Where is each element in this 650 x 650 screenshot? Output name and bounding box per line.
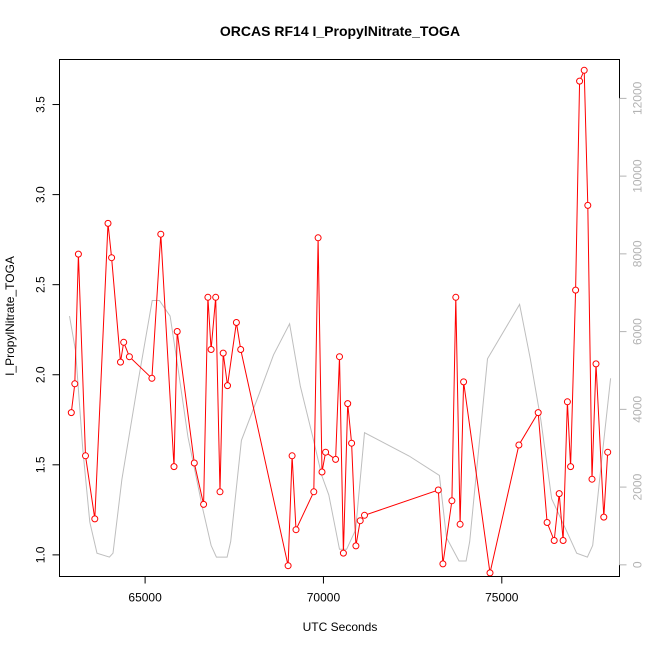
y-tick-label: 1.0	[34, 546, 48, 563]
y2-tick-label: 12000	[631, 81, 645, 115]
data-point	[237, 346, 245, 353]
data-point	[204, 293, 212, 301]
x-tick-label: 75000	[485, 591, 519, 605]
data-point	[332, 455, 340, 463]
y-axis-label: I_PropylNitrate_TOGA	[3, 256, 17, 376]
data-point	[448, 497, 456, 505]
data-point	[67, 409, 75, 417]
y-tick-label: 1.5	[34, 456, 48, 473]
data-point	[352, 542, 360, 550]
data-point	[173, 328, 181, 335]
data-point	[534, 409, 542, 417]
y-axis-right: 0 2000 4000 6000 8000 10000 12000	[619, 81, 645, 568]
data-point	[74, 250, 82, 258]
x-tick-label: 70000	[307, 591, 341, 605]
data-point	[559, 537, 567, 544]
data-point	[563, 398, 571, 406]
data-point	[584, 201, 592, 209]
primary-series-group	[67, 66, 612, 577]
data-point	[460, 378, 468, 386]
data-point	[543, 519, 551, 526]
data-point	[117, 358, 124, 366]
x-axis: 65000 70000 75000	[128, 576, 519, 605]
data-point	[91, 515, 99, 523]
data-point	[592, 360, 600, 368]
data-point	[318, 468, 326, 476]
data-point	[344, 400, 352, 408]
secondary-series-line	[69, 300, 612, 562]
data-point	[434, 486, 442, 494]
data-point	[310, 488, 318, 496]
data-point	[439, 560, 447, 568]
y2-tick-label: 10000	[631, 159, 645, 193]
y2-tick-label: 4000	[631, 396, 645, 423]
data-point	[190, 459, 198, 467]
chart-title: ORCAS RF14 I_PropylNitrate_TOGA	[220, 23, 460, 39]
y2-tick-label: 6000	[631, 318, 645, 345]
data-point	[284, 562, 292, 570]
data-point	[515, 441, 523, 449]
data-point	[555, 490, 563, 498]
data-point	[486, 569, 494, 577]
data-point	[348, 439, 356, 447]
data-point	[120, 338, 128, 346]
y-tick-label: 2.5	[34, 276, 48, 293]
data-point	[456, 520, 464, 528]
data-point	[108, 254, 116, 262]
y-tick-label: 3.5	[34, 96, 48, 113]
data-point	[339, 549, 347, 557]
data-point	[207, 346, 215, 353]
data-point	[219, 349, 227, 357]
data-point	[104, 219, 112, 227]
data-point	[157, 230, 165, 238]
data-point	[224, 382, 231, 390]
data-point	[588, 475, 596, 483]
y2-tick-label: 8000	[631, 240, 645, 267]
y2-tick-label: 2000	[631, 473, 645, 500]
primary-series-line	[70, 70, 609, 574]
data-point	[452, 293, 460, 301]
data-point	[580, 66, 588, 74]
data-point	[148, 374, 156, 382]
y-tick-label: 2.0	[34, 366, 48, 383]
y-axis-left: 1.0 1.5 2.0 2.5 3.0 3.5	[34, 96, 60, 563]
data-point	[604, 448, 612, 456]
data-point	[71, 380, 79, 388]
data-point	[550, 537, 558, 544]
data-point	[125, 353, 133, 361]
data-point	[576, 77, 584, 85]
data-point	[200, 500, 208, 508]
data-point	[356, 517, 364, 525]
data-point	[600, 513, 608, 521]
data-point	[336, 353, 343, 361]
data-point	[314, 234, 322, 242]
data-point	[322, 448, 330, 456]
data-point	[232, 319, 240, 326]
data-point	[82, 452, 89, 460]
y-tick-label: 3.0	[34, 186, 48, 203]
x-axis-label: UTC Seconds	[303, 620, 378, 634]
x-tick-label: 65000	[128, 591, 162, 605]
data-point	[216, 488, 224, 496]
data-point	[212, 293, 220, 301]
data-point	[292, 526, 300, 534]
y2-tick-label: 0	[631, 561, 645, 568]
data-point	[572, 286, 580, 294]
data-point	[288, 452, 296, 460]
secondary-series-group	[69, 300, 612, 562]
data-point	[361, 511, 368, 519]
data-point	[567, 463, 575, 471]
data-point	[170, 463, 178, 471]
